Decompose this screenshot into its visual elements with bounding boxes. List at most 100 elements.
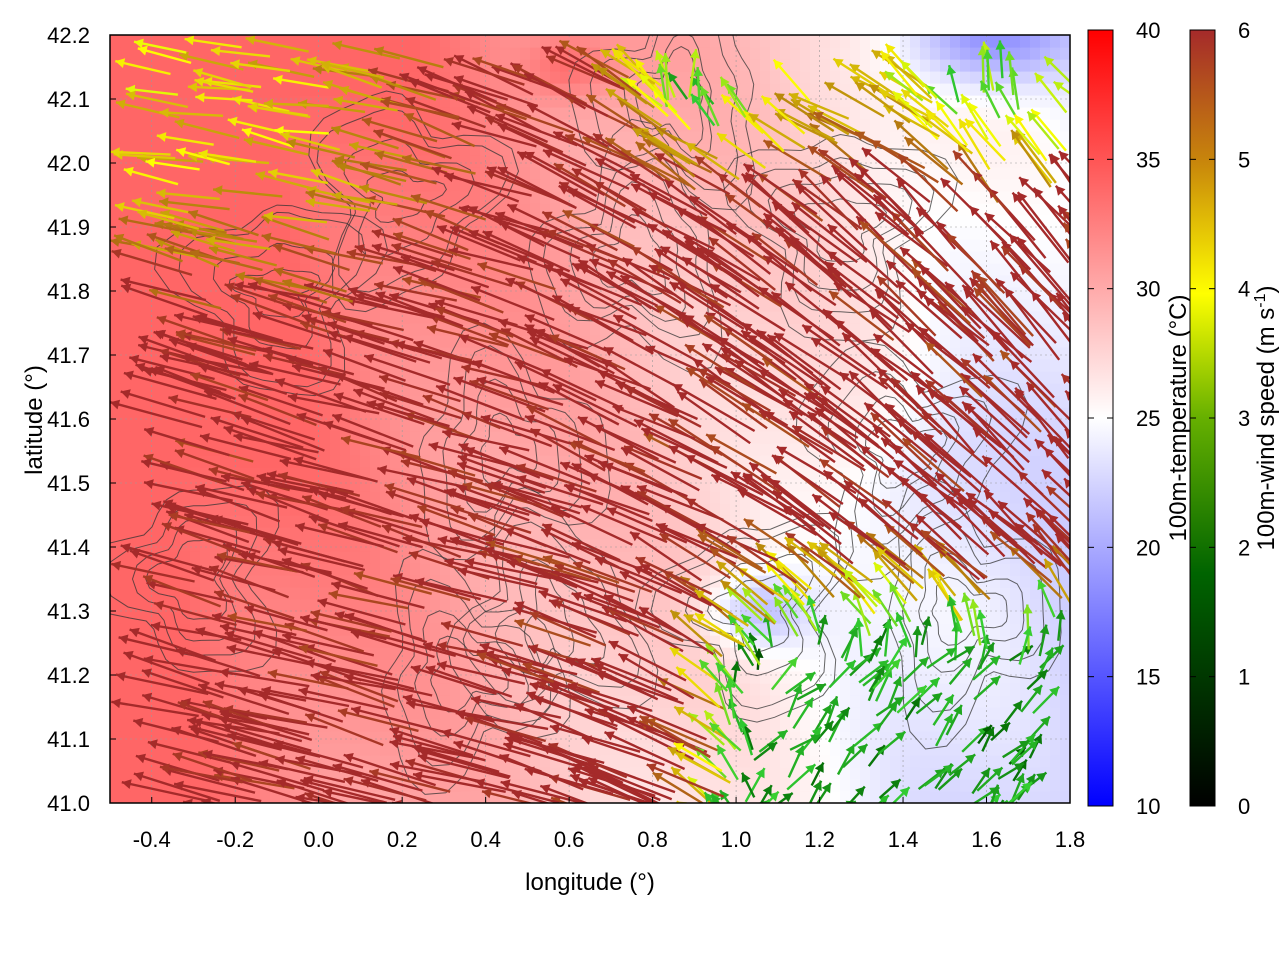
temperature-cell — [560, 623, 571, 636]
temperature-cell — [240, 275, 251, 288]
temperature-cell — [880, 539, 891, 552]
temperature-cell — [600, 203, 611, 216]
temperature-cell — [590, 599, 601, 612]
temperature-cell — [180, 611, 191, 624]
temperature-cell — [580, 635, 591, 648]
temperature-cell — [840, 395, 851, 408]
temperature-cell — [1050, 743, 1061, 756]
temperature-cell — [270, 371, 281, 384]
temperature-cell — [110, 419, 121, 432]
temperature-cell — [240, 227, 251, 240]
temperature-cell — [900, 743, 911, 756]
temperature-cell — [710, 275, 721, 288]
temperature-cell — [290, 611, 301, 624]
temperature-cell — [680, 479, 691, 492]
temperature-cell — [730, 791, 741, 803]
temperature-cell — [250, 587, 261, 600]
temperature-cell — [250, 611, 261, 624]
temperature-cell — [930, 743, 941, 756]
temperature-cell — [930, 779, 941, 792]
temperature-cell — [960, 239, 971, 252]
temperature-cell — [170, 647, 181, 660]
temperature-cell — [220, 743, 231, 756]
temperature-cell — [260, 743, 271, 756]
temperature-cell — [600, 407, 611, 420]
temperature-cell — [630, 707, 641, 720]
temperature-cell — [150, 563, 161, 576]
temperature-cell — [1010, 731, 1021, 744]
temperature-cell — [960, 647, 971, 660]
temperature-cell — [670, 671, 681, 684]
temperature-cell — [260, 659, 271, 672]
temperature-cell — [120, 287, 131, 300]
temperature-cell — [400, 731, 411, 744]
temperature-cell — [180, 623, 191, 636]
temperature-cell — [350, 731, 361, 744]
temperature-cell — [730, 695, 741, 708]
temperature-cell — [650, 707, 661, 720]
temperature-cell — [900, 179, 911, 192]
temperature-cell — [760, 683, 771, 696]
temperature-cell — [110, 275, 121, 288]
temperature-cell — [450, 779, 461, 792]
temperature-cell — [760, 419, 771, 432]
temperature-cell — [750, 239, 761, 252]
temperature-cell — [280, 527, 291, 540]
temperature-cell — [360, 479, 371, 492]
temperature-cell — [1060, 275, 1070, 288]
temperature-cell — [200, 599, 211, 612]
temperature-cell — [110, 647, 121, 660]
temperature-cell — [930, 491, 941, 504]
temperature-cell — [120, 527, 131, 540]
temperature-cell — [1050, 203, 1061, 216]
temperature-cell — [950, 395, 961, 408]
temperature-cell — [490, 647, 501, 660]
temperature-cell — [130, 275, 141, 288]
temperature-cell — [890, 395, 901, 408]
temperature-cell — [830, 383, 841, 396]
temperature-cell — [300, 251, 311, 264]
temperature-cell — [140, 311, 151, 324]
temperature-cell — [440, 287, 451, 300]
temperature-cell — [800, 527, 811, 540]
temperature-cell — [750, 203, 761, 216]
temperature-cell — [580, 755, 591, 768]
temperature-cell — [190, 275, 201, 288]
temperature-cell — [890, 611, 901, 624]
temperature-cell — [900, 335, 911, 348]
temperature-cell — [830, 323, 841, 336]
temperature-cell — [910, 707, 921, 720]
temperature-cell — [260, 707, 271, 720]
temperature-cell — [1030, 263, 1041, 276]
temperature-cell — [250, 311, 261, 324]
temperature-cell — [400, 515, 411, 528]
temperature-cell — [720, 299, 731, 312]
temperature-cell — [870, 683, 881, 696]
temperature-cell — [770, 275, 781, 288]
temperature-cell — [580, 407, 591, 420]
temperature-cell — [120, 779, 131, 792]
temperature-cell — [230, 443, 241, 456]
temperature-cell — [980, 659, 991, 672]
temperature-cell — [840, 263, 851, 276]
temperature-cell — [950, 599, 961, 612]
temperature-cell — [410, 491, 421, 504]
temperature-cell — [620, 515, 631, 528]
temperature-cell — [140, 263, 151, 276]
temperature-cell — [920, 503, 931, 516]
temperature-cell — [460, 419, 471, 432]
temperature-cell — [510, 287, 521, 300]
temperature-cell — [650, 371, 661, 384]
temperature-cell — [830, 755, 841, 768]
temperature-cell — [380, 527, 391, 540]
temperature-cell — [880, 443, 891, 456]
temperature-cell — [500, 227, 511, 240]
temperature-cell — [110, 503, 121, 516]
temperature-cell — [460, 599, 471, 612]
temperature-cell — [220, 179, 231, 192]
temperature-cell — [1000, 467, 1011, 480]
temperature-cell — [980, 395, 991, 408]
temperature-cell — [280, 659, 291, 672]
temperature-cell — [130, 743, 141, 756]
temperature-cell — [1060, 431, 1070, 444]
